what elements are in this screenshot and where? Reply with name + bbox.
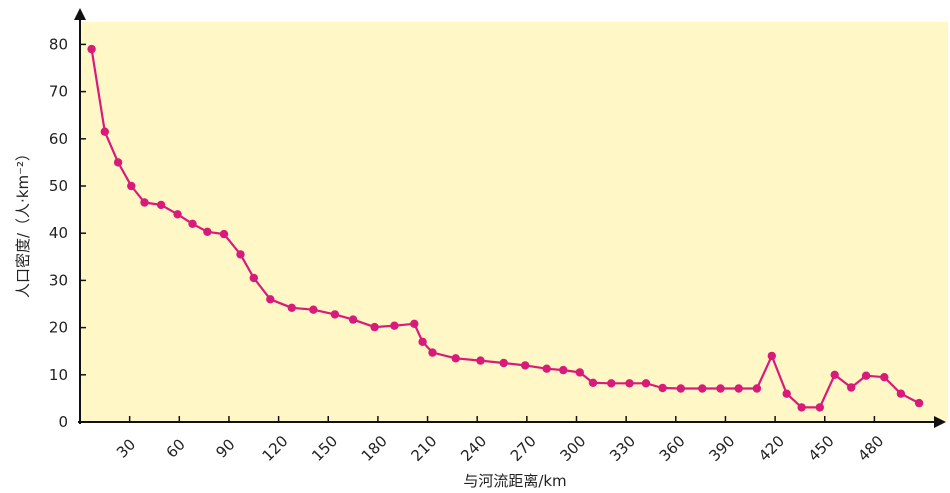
y-tick-label: 20 — [49, 319, 68, 337]
x-tick-label: 390 — [705, 432, 738, 465]
data-point — [521, 361, 530, 370]
data-point — [249, 273, 258, 283]
data-point — [559, 365, 568, 375]
y-tick-label: 50 — [49, 177, 68, 195]
data-point — [575, 368, 584, 377]
y-tick-label: 30 — [49, 271, 68, 289]
x-tick-label: 210 — [408, 432, 441, 465]
data-point — [847, 383, 856, 392]
data-point — [734, 384, 743, 393]
x-tick-label: 450 — [805, 432, 838, 465]
data-point — [236, 250, 245, 259]
x-tick-label: 60 — [163, 435, 189, 461]
data-point — [476, 356, 485, 365]
data-point — [782, 389, 791, 398]
x-tick-label: 300 — [556, 432, 589, 465]
data-point — [140, 198, 149, 207]
x-tick-label: 360 — [656, 432, 689, 465]
data-point — [607, 379, 616, 388]
data-point — [113, 158, 123, 167]
data-point — [797, 403, 806, 412]
y-axis-title: 人口密度/（人·km⁻²） — [14, 146, 32, 298]
data-point — [173, 210, 182, 219]
x-axis-arrow — [934, 416, 946, 428]
y-tick-label: 40 — [49, 224, 68, 242]
data-point — [815, 403, 824, 412]
data-point — [203, 227, 212, 236]
x-tick-label: 480 — [854, 432, 887, 465]
data-point — [830, 370, 839, 379]
x-tick-label: 330 — [606, 432, 639, 465]
data-point — [588, 378, 598, 387]
x-tick-label: 270 — [507, 432, 540, 465]
data-point — [100, 127, 110, 136]
plot-background — [80, 22, 948, 422]
data-point — [428, 348, 437, 357]
x-tick-label: 30 — [113, 435, 139, 461]
data-point — [418, 337, 427, 346]
y-tick-label: 80 — [49, 35, 68, 53]
data-point — [676, 384, 685, 393]
data-point — [752, 384, 762, 393]
data-point — [896, 389, 906, 398]
data-point — [716, 384, 725, 393]
data-point — [499, 358, 508, 368]
x-tick-label: 180 — [358, 432, 391, 465]
data-point — [309, 305, 318, 314]
y-tick-label: 70 — [49, 83, 68, 101]
data-point — [410, 319, 419, 328]
data-point — [156, 200, 166, 210]
x-tick-label: 240 — [457, 432, 490, 465]
data-point — [219, 229, 229, 239]
x-tick-label: 420 — [755, 432, 788, 465]
data-point — [348, 315, 358, 324]
data-point — [87, 44, 96, 54]
data-point — [625, 379, 634, 388]
data-point — [287, 303, 296, 312]
data-point — [451, 354, 460, 363]
y-tick-label: 0 — [58, 413, 68, 431]
data-point — [330, 310, 340, 319]
data-point — [880, 373, 889, 382]
data-point — [188, 219, 197, 228]
data-point — [767, 351, 776, 361]
data-point — [542, 364, 551, 373]
x-tick-label: 120 — [259, 432, 292, 465]
data-point — [390, 321, 399, 330]
data-point — [914, 398, 924, 408]
data-point — [658, 383, 667, 393]
x-tick-label: 150 — [308, 432, 341, 465]
data-point — [127, 181, 136, 191]
y-tick-label: 10 — [49, 366, 68, 384]
data-point — [698, 384, 707, 393]
data-point — [266, 295, 275, 304]
y-axis-arrow — [74, 8, 86, 20]
data-point — [861, 371, 871, 380]
data-point — [641, 379, 651, 388]
x-axis-title: 与河流距离/km — [463, 472, 566, 490]
data-point — [370, 322, 379, 332]
series-layer — [87, 44, 924, 412]
y-tick-label: 60 — [49, 130, 68, 148]
x-tick-label: 90 — [212, 435, 238, 461]
axes-layer — [74, 8, 946, 428]
